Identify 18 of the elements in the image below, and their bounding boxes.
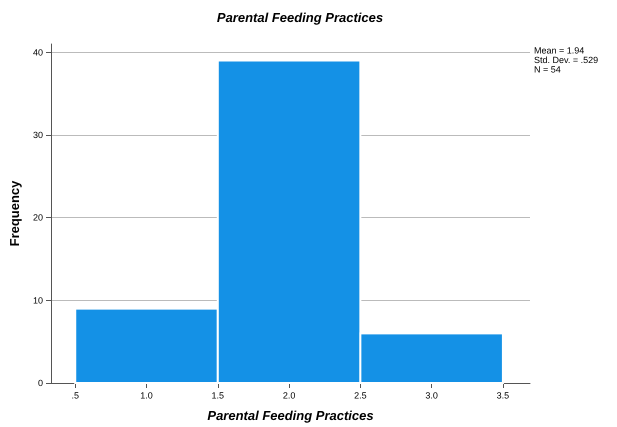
x-tick-label: 3.5 <box>496 390 510 400</box>
chart-title: Parental Feeding Practices <box>216 10 384 25</box>
text: Mean = 1.94 <box>534 46 584 56</box>
y-tick-label: 40 <box>32 47 43 58</box>
y-tick-label: 30 <box>32 130 43 140</box>
y-tick-label: 20 <box>32 212 43 223</box>
x-tick-label: 1.0 <box>140 390 153 400</box>
text: N = 54 <box>534 64 561 74</box>
text: Std. Dev. = .529 <box>534 55 598 65</box>
x-axis-title: Parental Feeding Practices <box>207 408 374 423</box>
x-tick-label: .5 <box>71 390 79 400</box>
x-tick-label: 1.5 <box>212 390 224 400</box>
x-tick-label: 3.0 <box>425 390 438 400</box>
x-tick-label: 2.5 <box>354 390 367 400</box>
y-tick-label: 10 <box>32 295 43 306</box>
y-tick-label: 0 <box>38 378 43 388</box>
y-axis-title: Frequency <box>7 180 22 246</box>
x-tick-label: 2.0 <box>282 390 296 400</box>
